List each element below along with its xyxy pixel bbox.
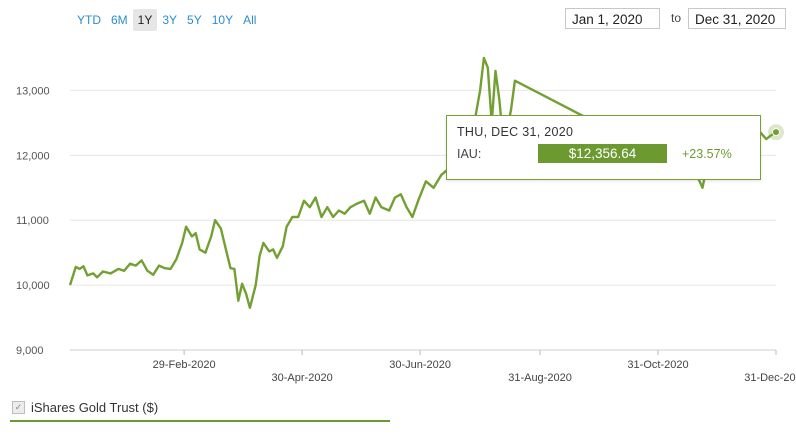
hover-marker [772, 128, 780, 137]
legend-underline [10, 420, 390, 422]
y-tick-label: 12,000 [16, 150, 50, 162]
range-button-3y[interactable]: 3Y [162, 13, 178, 27]
end-date-input[interactable]: Dec 31, 2020 [688, 8, 786, 29]
x-tick-label: 31-Dec-2020 [744, 372, 796, 384]
range-button-5y[interactable]: 5Y [187, 13, 202, 27]
tooltip-value: $12,356.64 [538, 144, 667, 163]
tooltip-ticker: IAU: [457, 147, 482, 161]
range-button-ytd[interactable]: YTD [77, 13, 101, 27]
legend-checkbox[interactable]: ✓ [12, 401, 25, 414]
y-tick-label: 9,000 [16, 345, 44, 357]
range-button-all[interactable]: All [243, 13, 257, 27]
x-tick-label: 30-Jun-2020 [389, 359, 451, 371]
x-tick-label: 31-Aug-2020 [508, 372, 572, 384]
range-button-1y[interactable]: 1Y [132, 9, 158, 31]
range-button-10y[interactable]: 10Y [211, 13, 234, 27]
x-tick-label: 30-Apr-2020 [272, 372, 333, 384]
legend-item[interactable]: ✓ iShares Gold Trust ($) [12, 400, 158, 415]
range-button-6m[interactable]: 6M [111, 13, 128, 27]
chart-tooltip: THU, DEC 31, 2020 IAU: $12,356.64 +23.57… [446, 115, 761, 180]
x-tick-label: 31-Oct-2020 [627, 359, 688, 371]
to-label: to [671, 11, 682, 25]
range-selector: YTD 6M 1Y 3Y 5Y 10Y All [72, 7, 261, 33]
y-tick-label: 11,000 [16, 215, 49, 227]
y-tick-label: 13,000 [16, 85, 50, 97]
start-date-input[interactable]: Jan 1, 2020 [565, 8, 660, 29]
legend-label: iShares Gold Trust ($) [31, 400, 159, 415]
series-line [68, 56, 777, 309]
x-tick-label: 29-Feb-2020 [153, 359, 216, 371]
tooltip-change: +23.57% [682, 147, 732, 161]
y-tick-label: 10,000 [16, 280, 50, 292]
tooltip-date: THU, DEC 31, 2020 [457, 125, 574, 139]
